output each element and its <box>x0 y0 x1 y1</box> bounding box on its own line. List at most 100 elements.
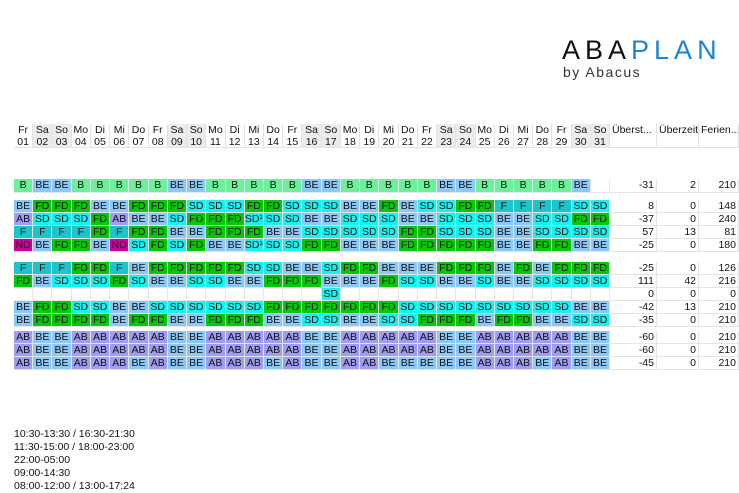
shift-cell[interactable]: SD <box>437 200 457 213</box>
shift-cell[interactable]: AB <box>494 344 514 357</box>
shift-cell[interactable]: FD <box>456 262 476 275</box>
shift-cell[interactable]: SD <box>456 226 476 239</box>
shift-cell[interactable]: AB <box>206 331 226 344</box>
day-header[interactable]: So 31 <box>590 124 611 148</box>
shift-cell[interactable]: BE <box>129 301 149 314</box>
shift-cell[interactable]: BE <box>129 213 149 226</box>
shift-cell[interactable]: SD <box>571 275 591 288</box>
shift-cell[interactable]: SD <box>590 275 611 288</box>
shift-cell[interactable]: AB <box>71 331 91 344</box>
shift-cell[interactable]: SD <box>437 213 457 226</box>
day-header[interactable]: Mi 13 <box>244 124 264 148</box>
shift-cell[interactable]: FD <box>379 275 399 288</box>
shift-cell[interactable]: B <box>263 179 284 193</box>
empty-cell[interactable] <box>14 288 34 301</box>
day-header[interactable]: Fr 15 <box>283 124 303 148</box>
shift-cell[interactable]: AB <box>475 357 495 370</box>
shift-cell[interactable]: SD <box>302 314 322 327</box>
shift-cell[interactable]: F <box>513 200 534 213</box>
shift-cell[interactable]: FD <box>302 301 322 314</box>
summary-header[interactable]: Ferien... <box>699 124 739 148</box>
shift-cell[interactable]: BE <box>263 226 284 239</box>
shift-cell[interactable]: FD <box>33 301 53 314</box>
shift-cell[interactable]: B <box>283 179 303 193</box>
shift-cell[interactable]: AB <box>398 344 418 357</box>
shift-cell[interactable]: SD <box>225 200 245 213</box>
shift-cell[interactable]: FD <box>571 213 591 226</box>
shift-cell[interactable]: B <box>129 179 149 193</box>
shift-cell[interactable]: FD <box>187 239 207 252</box>
shift-cell[interactable]: SD <box>533 301 553 314</box>
shift-cell[interactable]: FD <box>244 226 264 239</box>
shift-cell[interactable]: FD <box>475 200 495 213</box>
shift-cell[interactable]: B <box>494 179 514 193</box>
shift-cell[interactable]: BE <box>129 357 149 370</box>
shift-cell[interactable]: FD <box>552 262 572 275</box>
shift-cell[interactable]: AB <box>417 344 438 357</box>
shift-cell[interactable]: BE <box>321 344 341 357</box>
shift-cell[interactable]: BE <box>360 239 380 252</box>
shift-cell[interactable]: AB <box>360 331 380 344</box>
shift-cell[interactable]: BE <box>398 262 418 275</box>
shift-cell[interactable]: SD <box>187 275 207 288</box>
shift-cell[interactable]: AB <box>110 331 130 344</box>
shift-cell[interactable]: BE <box>187 226 207 239</box>
shift-cell[interactable]: BE <box>167 357 188 370</box>
shift-cell[interactable]: BE <box>379 262 399 275</box>
shift-cell[interactable]: FD <box>148 262 168 275</box>
shift-cell[interactable]: SD <box>398 314 418 327</box>
empty-cell[interactable] <box>398 288 418 301</box>
empty-cell[interactable] <box>283 288 303 301</box>
shift-cell[interactable]: F <box>110 262 130 275</box>
shift-cell[interactable]: B <box>148 179 168 193</box>
shift-cell[interactable]: BE <box>456 275 476 288</box>
shift-cell[interactable]: AB <box>552 344 572 357</box>
shift-cell[interactable]: SD <box>475 213 495 226</box>
shift-cell[interactable]: SD <box>379 226 399 239</box>
shift-cell[interactable]: FD <box>71 200 91 213</box>
shift-cell[interactable]: FD <box>129 314 149 327</box>
shift-cell[interactable]: BE <box>263 314 284 327</box>
shift-cell[interactable]: SD <box>360 213 380 226</box>
day-header[interactable]: So 24 <box>456 124 476 148</box>
shift-cell[interactable]: SD <box>533 213 553 226</box>
shift-cell[interactable]: F <box>533 200 553 213</box>
shift-cell[interactable]: AB <box>513 357 534 370</box>
shift-cell[interactable]: BE <box>52 344 72 357</box>
day-header[interactable]: Mi 06 <box>110 124 130 148</box>
shift-cell[interactable]: BE <box>148 213 168 226</box>
shift-cell[interactable]: AB <box>283 331 303 344</box>
shift-cell[interactable]: SD <box>71 275 91 288</box>
shift-cell[interactable]: BE <box>302 262 322 275</box>
shift-cell[interactable]: BE <box>14 200 34 213</box>
shift-cell[interactable]: BE <box>148 275 168 288</box>
shift-cell[interactable]: SD <box>417 301 438 314</box>
shift-cell[interactable]: BE <box>590 331 611 344</box>
shift-cell[interactable]: FD <box>148 239 168 252</box>
shift-cell[interactable]: SD <box>187 200 207 213</box>
shift-cell[interactable]: AB <box>225 357 245 370</box>
day-header[interactable]: Do 28 <box>533 124 553 148</box>
shift-cell[interactable]: ND <box>14 239 34 252</box>
day-header[interactable]: Sa 16 <box>302 124 322 148</box>
shift-cell[interactable]: AB <box>398 331 418 344</box>
empty-cell[interactable] <box>225 288 245 301</box>
empty-cell[interactable] <box>110 288 130 301</box>
shift-cell[interactable]: SD <box>475 226 495 239</box>
shift-cell[interactable]: SD <box>571 200 591 213</box>
shift-cell[interactable]: FD <box>456 314 476 327</box>
shift-cell[interactable]: BE <box>590 357 611 370</box>
shift-cell[interactable]: SD <box>494 301 514 314</box>
shift-cell[interactable]: BE <box>14 301 34 314</box>
shift-cell[interactable]: SD <box>590 200 611 213</box>
shift-cell[interactable]: BE <box>571 301 591 314</box>
shift-cell[interactable]: SD <box>129 239 149 252</box>
shift-cell[interactable]: AB <box>148 344 168 357</box>
shift-cell[interactable]: BE <box>340 239 361 252</box>
shift-cell[interactable]: AB <box>340 331 361 344</box>
shift-cell[interactable]: BE <box>398 213 418 226</box>
shift-cell[interactable]: SD <box>552 213 572 226</box>
shift-cell[interactable]: BE <box>225 239 245 252</box>
shift-cell[interactable]: BE <box>110 301 130 314</box>
shift-cell[interactable]: BE <box>187 344 207 357</box>
